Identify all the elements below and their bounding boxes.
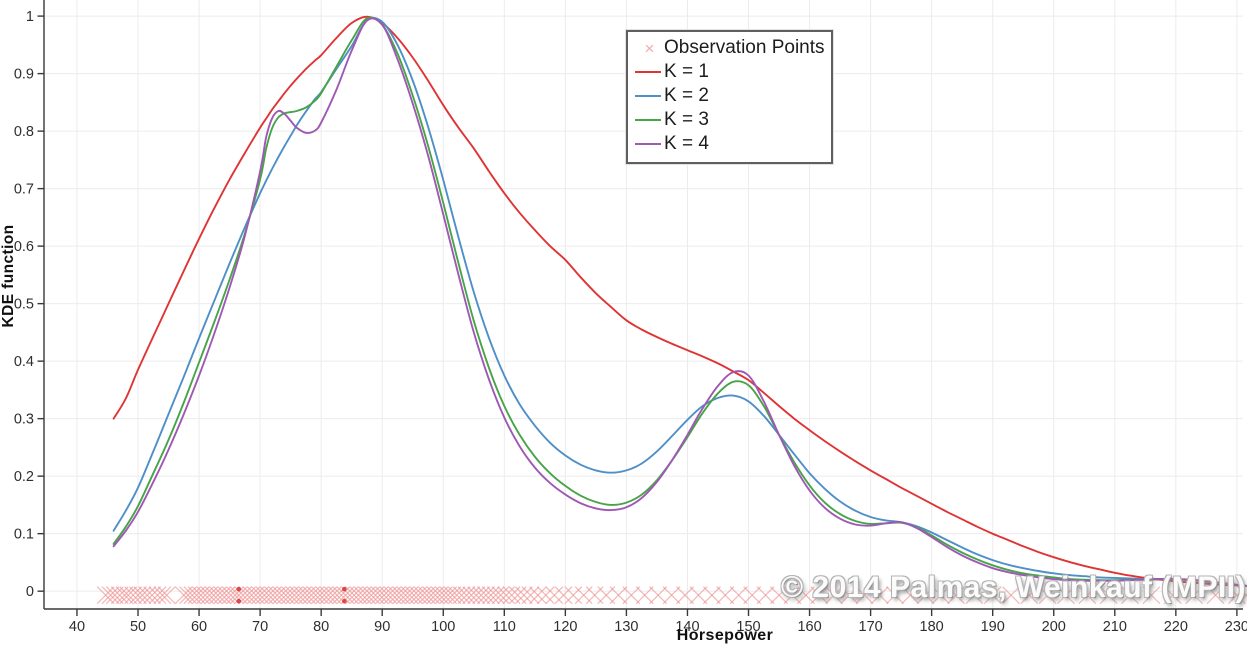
legend-item-k3: K = 3: [635, 108, 825, 132]
svg-text:150: 150: [736, 619, 760, 635]
kde-curve-k4: [112, 17, 1247, 587]
svg-text:0.4: 0.4: [14, 354, 34, 370]
legend-item-k2-label: K = 2: [664, 85, 709, 106]
legend-line-swatch-k3: [635, 119, 661, 121]
legend-item-k4-label: K = 4: [664, 133, 709, 154]
svg-text:220: 220: [1164, 619, 1188, 635]
legend-item-k4: K = 4: [635, 132, 825, 156]
svg-text:0: 0: [26, 584, 34, 600]
kde-curve-k3: [112, 16, 1247, 587]
svg-text:70: 70: [252, 619, 268, 635]
legend-item-k1: K = 1: [635, 60, 825, 84]
svg-text:80: 80: [313, 619, 329, 635]
svg-text:0.7: 0.7: [14, 182, 34, 198]
tick-labels: 40 50 60 70 80 90 100 110 120 130 140 150 160 170 180 1…: [14, 9, 1247, 635]
svg-text:160: 160: [797, 619, 821, 635]
svg-text:190: 190: [981, 619, 1005, 635]
y-axis-title: KDE function: [0, 224, 17, 328]
svg-text:130: 130: [614, 619, 638, 635]
legend-line-swatch-k1: [635, 71, 661, 73]
svg-text:0.5: 0.5: [14, 297, 34, 313]
x-marker-icon: ×: [644, 38, 655, 58]
svg-text:110: 110: [493, 619, 516, 635]
kde-curve-k1: [112, 15, 1247, 587]
svg-text:0.9: 0.9: [14, 67, 34, 83]
x-axis-title: Horsepower: [676, 627, 774, 644]
svg-text:230: 230: [1225, 619, 1247, 635]
legend: × Observation Points K = 1 K = 2 K = 3 K = 4: [626, 30, 833, 164]
svg-text:200: 200: [1042, 619, 1066, 635]
legend-item-k3-label: K = 3: [664, 109, 709, 130]
svg-text:180: 180: [920, 619, 944, 635]
svg-text:0.2: 0.2: [14, 469, 34, 485]
svg-text:90: 90: [374, 619, 390, 635]
svg-text:50: 50: [130, 619, 146, 635]
svg-text:0.8: 0.8: [14, 124, 34, 140]
legend-line-swatch-k4: [635, 143, 661, 145]
legend-item-observation-points-label: Observation Points: [664, 37, 825, 58]
legend-line-swatch-k2: [635, 95, 661, 97]
svg-text:100: 100: [431, 619, 455, 635]
svg-text:140: 140: [675, 619, 699, 635]
kde-curve-k2: [112, 16, 1247, 587]
axes: [37, 0, 1243, 616]
legend-item-k2: K = 2: [635, 84, 825, 108]
svg-text:1: 1: [26, 9, 34, 25]
svg-text:40: 40: [69, 619, 85, 635]
watermark: © 2014 Palmas, Weinkauf (MPII): [780, 571, 1246, 604]
legend-item-observation-points: × Observation Points: [635, 36, 825, 60]
svg-text:210: 210: [1103, 619, 1127, 635]
svg-text:0.1: 0.1: [14, 527, 34, 543]
svg-text:0.6: 0.6: [14, 239, 34, 255]
legend-item-k1-label: K = 1: [664, 61, 709, 82]
svg-text:60: 60: [191, 619, 207, 635]
svg-text:170: 170: [859, 619, 883, 635]
svg-text:0.3: 0.3: [14, 412, 34, 428]
svg-text:120: 120: [553, 619, 577, 635]
observation-rug: [96, 586, 1247, 605]
